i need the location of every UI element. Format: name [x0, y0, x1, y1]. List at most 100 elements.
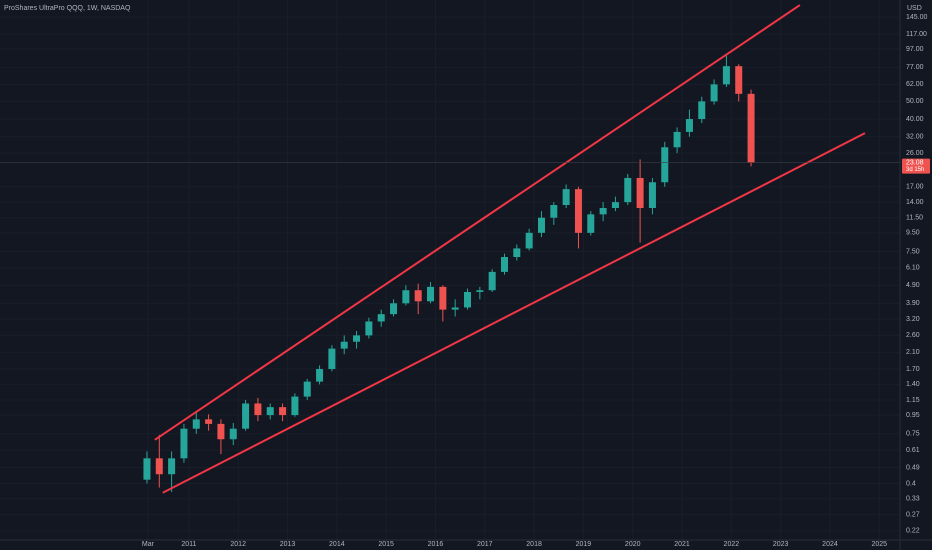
y-tick-label: 1.15: [906, 397, 920, 404]
chart-title: ProShares UltraPro QQQ, 1W, NASDAQ: [4, 5, 131, 12]
candle-body: [525, 232, 533, 249]
x-tick-label: Mar: [142, 541, 155, 548]
candle-body: [205, 419, 213, 424]
y-tick-label: 17.00: [906, 184, 924, 191]
candle-body: [599, 208, 607, 215]
x-tick-label: 2017: [477, 541, 493, 548]
y-tick-label: 9.50: [906, 230, 920, 237]
y-tick-label: 0.75: [906, 431, 920, 438]
candle-body: [390, 303, 398, 315]
candle-body: [722, 66, 730, 85]
y-tick-label: 62.00: [906, 81, 924, 88]
candle-body: [427, 286, 435, 302]
y-tick-label: 2.60: [906, 332, 920, 339]
x-tick-label: 2012: [230, 541, 246, 548]
candle-body: [143, 458, 151, 480]
y-tick-label: 0.49: [906, 464, 920, 471]
y-tick-label: 2.10: [906, 349, 920, 356]
candle-body: [611, 202, 619, 209]
x-tick-label: 2021: [674, 541, 690, 548]
candle-body: [476, 290, 484, 292]
y-tick-label: 0.61: [906, 447, 920, 454]
x-tick-label: 2023: [773, 541, 789, 548]
x-tick-label: 2025: [871, 541, 887, 548]
y-tick-label: 26.00: [906, 150, 924, 157]
candle-body: [698, 101, 706, 120]
y-tick-label: 77.00: [906, 64, 924, 71]
y-tick-label: 40.00: [906, 116, 924, 123]
candle-body: [537, 217, 545, 233]
last-price-box: [902, 158, 930, 174]
candle-body: [747, 93, 755, 163]
candle-body: [587, 214, 595, 233]
candle-body: [550, 205, 558, 218]
trend-line: [162, 132, 866, 494]
currency-label: USD: [907, 5, 922, 12]
y-tick-label: 11.50: [906, 215, 923, 222]
y-tick-label: 3.90: [906, 300, 920, 307]
candle-body: [574, 189, 582, 233]
candle-body: [402, 290, 410, 304]
x-tick-label: 2022: [724, 541, 740, 548]
y-tick-label: 117.00: [906, 31, 927, 38]
candle-body: [464, 291, 472, 308]
candle-body: [328, 348, 336, 370]
y-tick-label: 14.00: [906, 199, 924, 206]
candle-body: [414, 290, 422, 302]
y-tick-label: 97.00: [906, 46, 924, 53]
x-tick-label: 2024: [822, 541, 838, 548]
candle-body: [180, 428, 188, 459]
x-tick-label: 2016: [428, 541, 444, 548]
x-tick-label: 2013: [280, 541, 296, 548]
candle-body: [488, 271, 496, 291]
candle-body: [365, 321, 373, 336]
candle-body: [636, 177, 644, 209]
x-tick-label: 2014: [329, 541, 345, 548]
candle-body: [229, 428, 237, 440]
y-tick-label: 3.20: [906, 316, 920, 323]
y-tick-label: 50.00: [906, 98, 924, 105]
candle-body: [242, 403, 250, 429]
candle-body: [303, 381, 311, 397]
x-tick-label: 2019: [576, 541, 592, 548]
y-tick-label: 0.27: [906, 511, 920, 518]
y-tick-label: 32.00: [906, 134, 924, 141]
y-tick-label: 0.33: [906, 496, 920, 503]
candle-body: [279, 407, 287, 416]
candle-body: [353, 335, 361, 342]
y-tick-label: 1.70: [906, 366, 920, 373]
candle-body: [451, 307, 459, 310]
candle-body: [439, 286, 447, 310]
y-tick-label: 0.95: [906, 412, 920, 419]
candle-body: [673, 131, 681, 148]
y-tick-label: 7.50: [906, 248, 920, 255]
candle-body: [266, 407, 274, 416]
candle-body: [377, 314, 385, 322]
candle-body: [624, 177, 632, 203]
candle-body: [291, 396, 299, 416]
candle-body: [254, 403, 262, 416]
candle-body: [710, 84, 718, 102]
countdown-label: 3d 15h: [906, 167, 924, 173]
candle-body: [316, 369, 324, 382]
candle-body: [340, 341, 348, 349]
last-price-label: 23.08: [906, 159, 924, 166]
candle-body: [155, 458, 163, 475]
y-tick-label: 145.00: [906, 14, 928, 21]
candle-body: [168, 458, 176, 475]
candle-body: [648, 182, 656, 209]
candle-body: [735, 66, 743, 94]
trend-line: [154, 4, 801, 441]
y-tick-label: 6.10: [906, 265, 920, 272]
candle-body: [685, 119, 693, 132]
candle-body: [217, 423, 225, 440]
y-tick-label: 0.4: [906, 480, 916, 487]
x-tick-label: 2020: [625, 541, 641, 548]
candle-body: [513, 248, 521, 257]
y-tick-label: 1.40: [906, 381, 920, 388]
x-tick-label: 2015: [378, 541, 394, 548]
candle-body: [562, 189, 570, 206]
